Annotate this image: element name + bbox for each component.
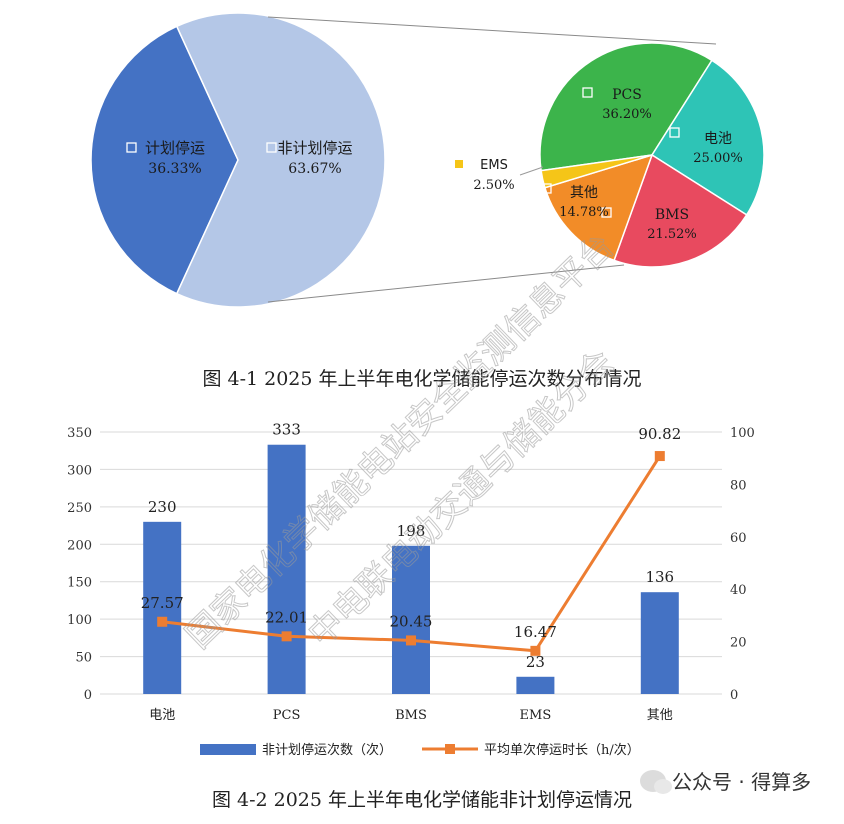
bar-data-label: 333 (272, 421, 301, 439)
sub-pie-label-pcs: PCS (612, 87, 642, 103)
line-point (157, 616, 168, 627)
sub-pie-slice-battery (650, 59, 765, 216)
x-axis-tick: 电池 (149, 708, 175, 723)
sub-pie-label-marker (669, 127, 680, 138)
line-point (654, 451, 665, 462)
main-pie-chart: 计划停运 36.33% 非计划停运 63.67% (90, 12, 386, 308)
line-data-label: 22.01 (265, 608, 308, 626)
legend-swatch-bar (200, 744, 256, 755)
wechat-icon (640, 769, 672, 794)
pie-connector-lines (267, 16, 717, 303)
sub-pie-slice-ems (540, 154, 653, 189)
sub-pie-slice-pcs (539, 42, 713, 172)
sub-pie-value-pcs: 36.20% (602, 107, 652, 122)
line-data-label: 90.82 (638, 425, 681, 443)
pie-value-planned: 36.33% (148, 161, 201, 177)
sub-pie-label-battery: 电池 (704, 131, 732, 147)
legend-label-line: 平均单次停运时长（h/次） (484, 742, 640, 758)
pie-label-marker (126, 142, 137, 153)
bar (267, 444, 306, 694)
sub-pie-label-marker (541, 183, 552, 194)
x-axis-tick: EMS (520, 708, 552, 723)
right-axis-tick: 100 (730, 426, 755, 441)
legend-swatch-line-marker (445, 744, 455, 754)
legend-label-bar: 非计划停运次数（次） (262, 742, 392, 758)
left-axis-tick: 0 (84, 688, 92, 703)
left-axis-tick: 350 (67, 426, 92, 441)
figure2-caption: 图 4-2 2025 年上半年电化学储能非计划停运情况 (212, 789, 632, 811)
sub-pie-value-ems: 2.50% (473, 178, 514, 193)
sub-pie-value-battery: 25.00% (693, 151, 743, 166)
line-data-label: 16.47 (514, 623, 557, 641)
footer: 公众号 · 得算多 (640, 766, 811, 795)
bar-data-label: 23 (526, 653, 545, 671)
pie-slice-planned (90, 25, 239, 295)
left-axis-tick: 250 (67, 501, 92, 516)
right-axis-tick: 60 (730, 531, 747, 546)
sub-pie-label-marker (601, 207, 612, 218)
pie-label-planned: 计划停运 (145, 139, 205, 157)
left-axis-tick: 50 (75, 651, 92, 666)
x-axis-tick: 其他 (647, 708, 673, 723)
sub-pie-value-other: 14.78% (559, 205, 609, 220)
x-axis-tick: BMS (395, 708, 427, 723)
sub-pie-label-ems: EMS (480, 158, 508, 173)
left-axis-tick: 100 (67, 613, 92, 628)
sub-pie-label-marker (582, 87, 593, 98)
sub-pie-label-other: 其他 (570, 185, 598, 201)
bar-data-label: 198 (397, 522, 426, 540)
line-data-label: 27.57 (141, 594, 184, 612)
pie-label-marker (266, 142, 277, 153)
sub-pie-chart: PCS 36.20% 电池 25.00% BMS 21.52% 其他 14.78% EMS 2.5… (455, 42, 765, 268)
line-point (281, 631, 292, 642)
bar (516, 676, 555, 694)
bar-data-label: 136 (645, 568, 674, 586)
right-axis-tick: 0 (730, 688, 738, 703)
figure1-caption: 图 4-1 2025 年上半年电化学储能停运次数分布情况 (202, 368, 641, 390)
line-point (530, 645, 541, 656)
sub-pie-value-bms: 21.52% (647, 227, 697, 242)
bar (640, 592, 679, 694)
pie-label-unplanned: 非计划停运 (277, 139, 352, 157)
line-point (406, 635, 416, 646)
line-data-label: 20.45 (390, 612, 433, 630)
sub-pie-label-bms: BMS (655, 207, 689, 223)
bar (392, 545, 430, 694)
connector-line-top (267, 16, 717, 45)
bar (143, 521, 182, 694)
left-axis-tick: 300 (67, 463, 92, 478)
pie-value-unplanned: 63.67% (288, 161, 341, 177)
pie-slice-unplanned (175, 12, 386, 308)
sub-pie-slice-bms (613, 153, 748, 268)
footer-text: 公众号 · 得算多 (672, 770, 812, 794)
right-axis-tick: 40 (730, 583, 747, 598)
bar-line-chart: 0 50 100 150 200 250 300 350 0 20 40 60 80 100 电池 PCS BM… (67, 421, 755, 758)
x-axis-tick: PCS (273, 708, 301, 723)
ems-label-marker (455, 160, 463, 168)
right-axis-tick: 80 (730, 478, 747, 493)
left-axis-tick: 200 (67, 538, 92, 553)
right-axis-tick: 20 (730, 636, 747, 651)
left-axis-tick: 150 (67, 576, 92, 591)
connector-line-bottom (267, 264, 625, 303)
bar-data-label: 230 (148, 498, 177, 516)
ems-leader-line (519, 166, 544, 176)
